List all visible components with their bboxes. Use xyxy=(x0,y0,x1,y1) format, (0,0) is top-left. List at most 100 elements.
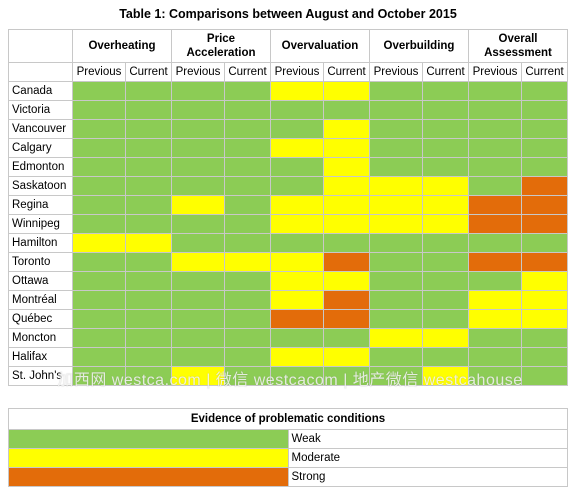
rating-cell xyxy=(171,233,225,253)
rating-cell xyxy=(521,328,568,348)
table-row: Winnipeg xyxy=(8,214,568,234)
rating-cell xyxy=(270,233,324,253)
rating-cell xyxy=(468,366,522,386)
rating-cell xyxy=(521,157,568,177)
rating-cell xyxy=(171,81,225,101)
city-name: Québec xyxy=(8,309,73,329)
rating-cell xyxy=(468,347,522,367)
rating-cell xyxy=(224,271,271,291)
rating-cell xyxy=(72,252,126,272)
rating-cell xyxy=(369,195,423,215)
rating-cell xyxy=(468,157,522,177)
table-row: Vancouver xyxy=(8,119,568,139)
rating-cell xyxy=(224,328,271,348)
rating-cell xyxy=(521,176,568,196)
sub-current: Current xyxy=(224,62,271,82)
rating-cell xyxy=(72,214,126,234)
table-row: Ottawa xyxy=(8,271,568,291)
rating-cell xyxy=(422,233,469,253)
rating-cell xyxy=(422,119,469,139)
rating-cell xyxy=(468,233,522,253)
rating-cell xyxy=(125,271,172,291)
rating-cell xyxy=(270,347,324,367)
table-row: Moncton xyxy=(8,328,568,348)
rating-cell xyxy=(422,347,469,367)
rating-cell xyxy=(323,328,370,348)
rating-cell xyxy=(323,214,370,234)
legend-title: Evidence of problematic conditions xyxy=(8,408,568,430)
table-row: Victoria xyxy=(8,100,568,120)
legend-label: Strong xyxy=(287,467,568,487)
rating-cell xyxy=(521,100,568,120)
rating-cell xyxy=(72,233,126,253)
rating-cell xyxy=(125,138,172,158)
city-name: Regina xyxy=(8,195,73,215)
table-row: Edmonton xyxy=(8,157,568,177)
rating-cell xyxy=(323,176,370,196)
rating-cell xyxy=(468,214,522,234)
rating-cell xyxy=(125,157,172,177)
rating-cell xyxy=(270,366,324,386)
rating-cell xyxy=(224,309,271,329)
rating-cell xyxy=(171,195,225,215)
rating-cell xyxy=(72,157,126,177)
comparison-table: Overheating Price Acceleration Overvalua… xyxy=(8,29,568,386)
rating-cell xyxy=(171,157,225,177)
rating-cell xyxy=(323,119,370,139)
rating-cell xyxy=(125,176,172,196)
sub-current: Current xyxy=(125,62,172,82)
legend-swatch xyxy=(8,448,289,468)
sub-previous: Previous xyxy=(171,62,225,82)
rating-cell xyxy=(422,138,469,158)
rating-cell xyxy=(369,81,423,101)
table-row: St. John's xyxy=(8,366,568,386)
rating-cell xyxy=(171,100,225,120)
rating-cell xyxy=(468,81,522,101)
rating-cell xyxy=(323,157,370,177)
table-row: Saskatoon xyxy=(8,176,568,196)
rating-cell xyxy=(323,252,370,272)
rating-cell xyxy=(125,366,172,386)
rating-cell xyxy=(323,233,370,253)
rating-cell xyxy=(369,347,423,367)
rating-cell xyxy=(468,100,522,120)
rating-cell xyxy=(270,214,324,234)
rating-cell xyxy=(323,100,370,120)
rating-cell xyxy=(369,252,423,272)
rating-cell xyxy=(171,290,225,310)
rating-cell xyxy=(422,195,469,215)
city-name: Ottawa xyxy=(8,271,73,291)
rating-cell xyxy=(224,176,271,196)
table-row: Québec xyxy=(8,309,568,329)
rating-cell xyxy=(422,290,469,310)
rating-cell xyxy=(171,214,225,234)
rating-cell xyxy=(521,290,568,310)
rating-cell xyxy=(521,309,568,329)
rating-cell xyxy=(521,252,568,272)
rating-cell xyxy=(125,290,172,310)
table-row: Regina xyxy=(8,195,568,215)
rating-cell xyxy=(171,138,225,158)
city-name: St. John's xyxy=(8,366,73,386)
rating-cell xyxy=(521,233,568,253)
sub-previous: Previous xyxy=(270,62,324,82)
group-overheating: Overheating xyxy=(72,29,172,63)
rating-cell xyxy=(125,81,172,101)
rating-cell xyxy=(171,366,225,386)
rating-cell xyxy=(171,328,225,348)
city-name: Vancouver xyxy=(8,119,73,139)
table-row: Hamilton xyxy=(8,233,568,253)
rating-cell xyxy=(224,347,271,367)
rating-cell xyxy=(270,271,324,291)
sub-previous: Previous xyxy=(468,62,522,82)
legend-label: Weak xyxy=(287,429,568,449)
table-row: Halifax xyxy=(8,347,568,367)
rating-cell xyxy=(521,271,568,291)
table-row: Canada xyxy=(8,81,568,101)
rating-cell xyxy=(224,195,271,215)
rating-cell xyxy=(369,290,423,310)
rating-cell xyxy=(369,138,423,158)
city-name: Calgary xyxy=(8,138,73,158)
rating-cell xyxy=(323,290,370,310)
city-name: Toronto xyxy=(8,252,73,272)
